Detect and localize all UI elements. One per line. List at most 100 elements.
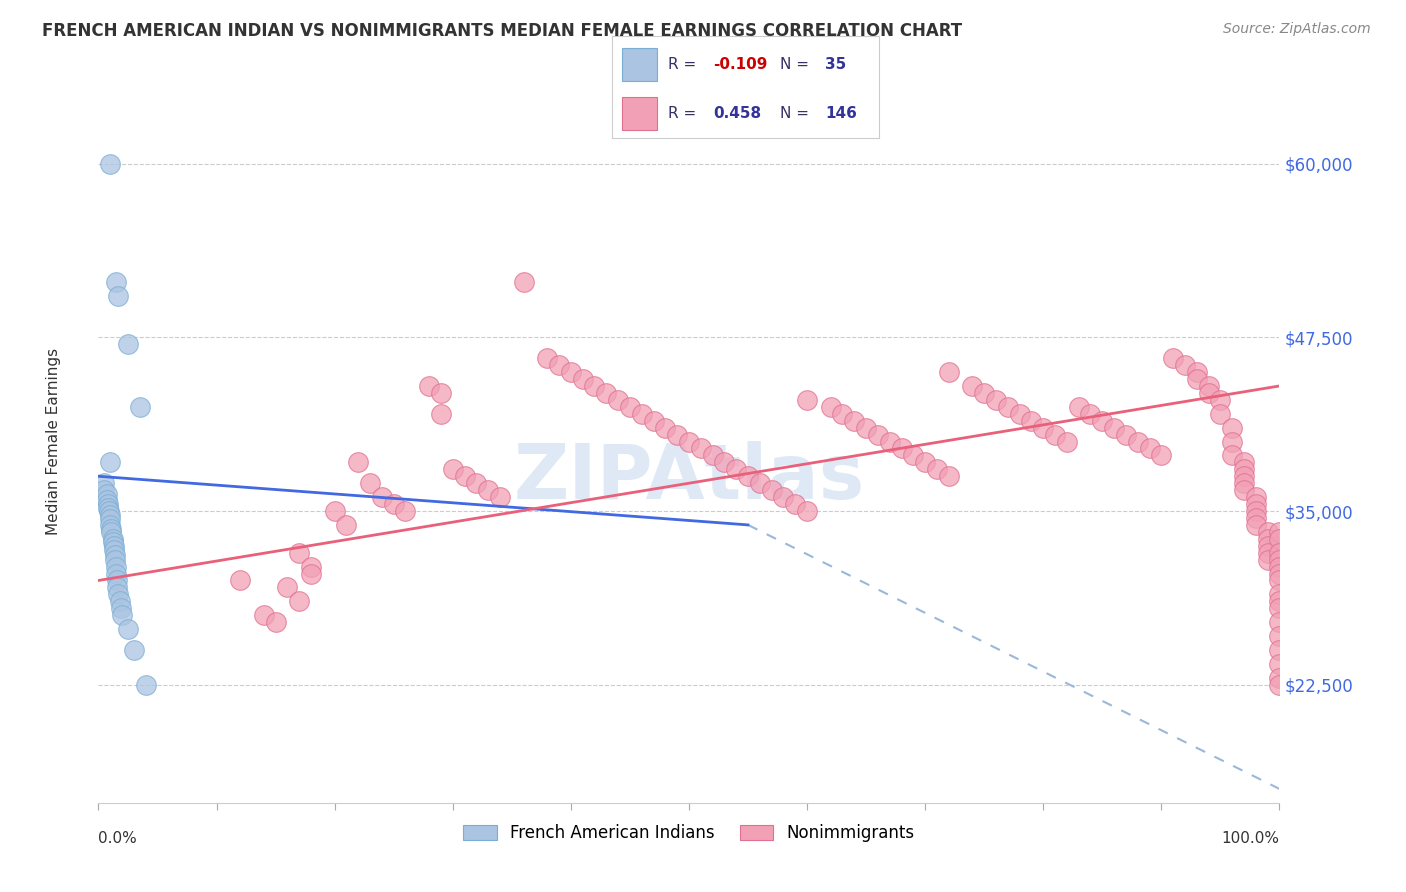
Point <box>1244 517 1267 532</box>
Point <box>98 504 121 518</box>
Point <box>264 615 287 630</box>
Point <box>925 462 948 476</box>
Point <box>1185 372 1208 386</box>
Point <box>1268 594 1291 608</box>
Point <box>1257 539 1279 553</box>
Point <box>1268 574 1291 588</box>
Point <box>335 517 357 532</box>
Point <box>323 504 346 518</box>
Point <box>299 559 322 574</box>
Point <box>98 455 121 469</box>
Point <box>299 566 322 581</box>
Point <box>288 594 311 608</box>
Point <box>914 455 936 469</box>
Point <box>105 559 128 574</box>
Point <box>1257 546 1279 560</box>
Point <box>371 490 394 504</box>
Point <box>111 608 134 623</box>
Point <box>93 483 115 498</box>
Point <box>997 400 1019 414</box>
Point <box>1268 657 1291 671</box>
Point <box>489 490 512 504</box>
Point <box>465 476 488 491</box>
Point <box>1257 552 1279 566</box>
Point <box>1032 420 1054 434</box>
Text: 35: 35 <box>825 57 846 72</box>
Point <box>1268 601 1291 615</box>
Point <box>359 476 381 491</box>
Text: FRENCH AMERICAN INDIAN VS NONIMMIGRANTS MEDIAN FEMALE EARNINGS CORRELATION CHART: FRENCH AMERICAN INDIAN VS NONIMMIGRANTS … <box>42 22 962 40</box>
Point <box>560 365 582 379</box>
Point <box>702 449 724 463</box>
Point <box>1244 497 1267 511</box>
Point <box>595 385 617 400</box>
Point <box>1102 420 1125 434</box>
Point <box>1268 587 1291 601</box>
Point <box>105 581 128 595</box>
Point <box>866 427 889 442</box>
Point <box>1233 483 1256 498</box>
Point <box>1244 490 1267 504</box>
Point <box>107 288 129 302</box>
Point <box>820 400 842 414</box>
Point <box>689 442 711 456</box>
Point <box>1268 671 1291 685</box>
Point <box>105 574 128 588</box>
Bar <box>623 48 657 81</box>
Point <box>253 608 276 623</box>
Point <box>1268 559 1291 574</box>
Point <box>117 337 139 351</box>
Point <box>583 379 606 393</box>
Point <box>984 392 1007 407</box>
Point <box>430 385 453 400</box>
Point <box>1268 546 1291 560</box>
Text: 100.0%: 100.0% <box>1222 830 1279 846</box>
Point <box>1056 434 1078 449</box>
Point <box>347 455 370 469</box>
Point <box>1209 392 1232 407</box>
Point <box>796 504 818 518</box>
Point <box>643 414 665 428</box>
Point <box>725 462 748 476</box>
Point <box>737 469 759 483</box>
Point <box>512 275 534 289</box>
Point <box>1257 524 1279 539</box>
Point <box>100 522 122 536</box>
Point <box>128 400 150 414</box>
Point <box>1233 469 1256 483</box>
Point <box>571 372 593 386</box>
Point <box>938 365 960 379</box>
Point <box>98 508 121 523</box>
Point <box>107 587 129 601</box>
Point <box>93 476 115 491</box>
Text: R =: R = <box>668 106 700 121</box>
Point <box>1268 552 1291 566</box>
Point <box>1174 358 1197 372</box>
Point <box>1268 532 1291 546</box>
Point <box>796 392 818 407</box>
Point <box>962 379 984 393</box>
Point <box>110 601 132 615</box>
Point <box>98 512 121 526</box>
Point <box>1257 532 1279 546</box>
Point <box>772 490 794 504</box>
Point <box>1244 511 1267 525</box>
Point <box>394 504 416 518</box>
Point <box>654 420 676 434</box>
Text: R =: R = <box>668 57 700 72</box>
Point <box>1091 414 1114 428</box>
Text: 0.0%: 0.0% <box>98 830 138 846</box>
Point <box>619 400 641 414</box>
Point <box>1268 678 1291 692</box>
Point <box>1008 407 1031 421</box>
Point <box>108 594 131 608</box>
Point <box>430 407 453 421</box>
Point <box>1244 504 1267 518</box>
Point <box>938 469 960 483</box>
Bar <box>623 97 657 130</box>
Point <box>96 492 118 507</box>
Point <box>98 517 121 532</box>
Point <box>713 455 735 469</box>
Point <box>122 643 145 657</box>
Point <box>1067 400 1090 414</box>
